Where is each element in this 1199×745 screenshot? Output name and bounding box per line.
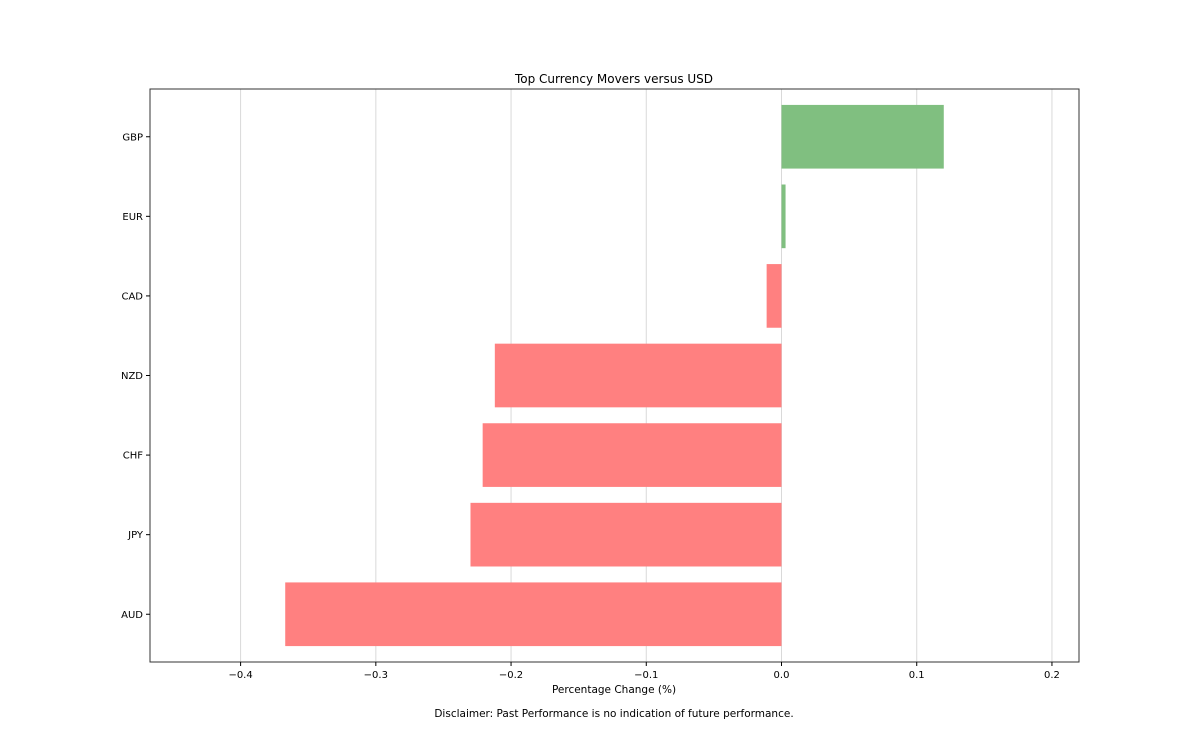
- bar-cad: [766, 264, 782, 328]
- bar-nzd: [494, 343, 782, 408]
- bar-aud: [285, 582, 782, 647]
- x-tick-label: 0.0: [774, 670, 790, 681]
- y-tick-label-jpy: JPY: [127, 530, 144, 541]
- x-tick-label: −0.4: [228, 670, 252, 681]
- bar-eur: [781, 184, 786, 249]
- y-axis: AUD JPY CHF NZD CAD EUR GBP: [121, 132, 150, 621]
- y-tick-label-chf: CHF: [123, 451, 144, 462]
- x-axis-label: Percentage Change (%): [552, 684, 676, 696]
- y-tick-label-aud: AUD: [121, 610, 143, 621]
- x-axis: −0.4 −0.3 −0.2 −0.1 0.0 0.1 0.2: [228, 662, 1060, 681]
- x-tick-label: −0.3: [364, 670, 388, 681]
- x-tick-label: 0.1: [909, 670, 925, 681]
- y-tick-label-cad: CAD: [121, 291, 143, 302]
- chart-title: Top Currency Movers versus USD: [514, 72, 713, 86]
- x-tick-label: 0.2: [1044, 670, 1060, 681]
- bar-gbp: [781, 104, 944, 169]
- disclaimer-text: Disclaimer: Past Performance is no indic…: [434, 708, 793, 720]
- bar-chf: [482, 423, 782, 487]
- x-tick-label: −0.2: [499, 670, 523, 681]
- bars: [285, 104, 944, 647]
- y-tick-label-eur: EUR: [122, 212, 143, 223]
- x-tick-label: −0.1: [634, 670, 658, 681]
- y-tick-label-nzd: NZD: [121, 371, 143, 382]
- y-tick-label-gbp: GBP: [122, 132, 143, 143]
- bar-jpy: [470, 502, 782, 567]
